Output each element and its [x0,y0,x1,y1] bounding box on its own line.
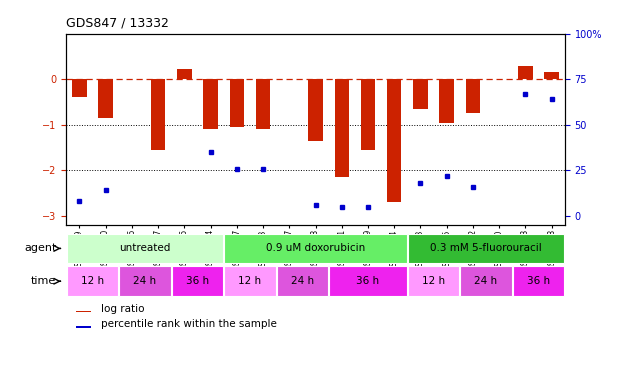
Bar [334,79,349,177]
Text: 24 h: 24 h [475,276,498,286]
Bar [177,69,192,79]
Bar [329,266,407,296]
Bar [439,79,454,123]
Bar [466,79,480,114]
Text: GDS847 / 13332: GDS847 / 13332 [66,17,169,30]
Bar [203,79,218,129]
Bar [513,266,564,296]
Text: 12 h: 12 h [422,276,445,286]
Text: 12 h: 12 h [239,276,261,286]
Text: percentile rank within the sample: percentile rank within the sample [101,320,277,330]
Bar [172,266,223,296]
Text: 0.9 uM doxorubicin: 0.9 uM doxorubicin [266,243,365,254]
Bar [224,234,407,263]
Bar [67,234,223,263]
Bar [408,266,459,296]
Bar [224,266,276,296]
Bar [76,326,91,328]
Bar [76,311,91,312]
Bar [256,79,270,129]
Text: 24 h: 24 h [291,276,314,286]
Bar [67,266,118,296]
Bar [461,266,512,296]
Text: agent: agent [24,243,56,254]
Bar [408,234,564,263]
Bar [518,66,533,79]
Bar [230,79,244,127]
Text: log ratio: log ratio [101,304,144,314]
Bar [98,79,113,118]
Text: untreated: untreated [119,243,170,254]
Bar [119,266,170,296]
Bar [72,79,86,97]
Text: 36 h: 36 h [527,276,550,286]
Text: 36 h: 36 h [357,276,379,286]
Bar [276,266,328,296]
Bar [361,79,375,150]
Bar [545,72,559,79]
Bar [151,79,165,150]
Bar [413,79,428,109]
Text: 0.3 mM 5-fluorouracil: 0.3 mM 5-fluorouracil [430,243,542,254]
Bar [309,79,322,141]
Text: 12 h: 12 h [81,276,104,286]
Bar [387,79,401,202]
Text: 24 h: 24 h [133,276,156,286]
Text: time: time [31,276,56,286]
Text: 36 h: 36 h [186,276,209,286]
